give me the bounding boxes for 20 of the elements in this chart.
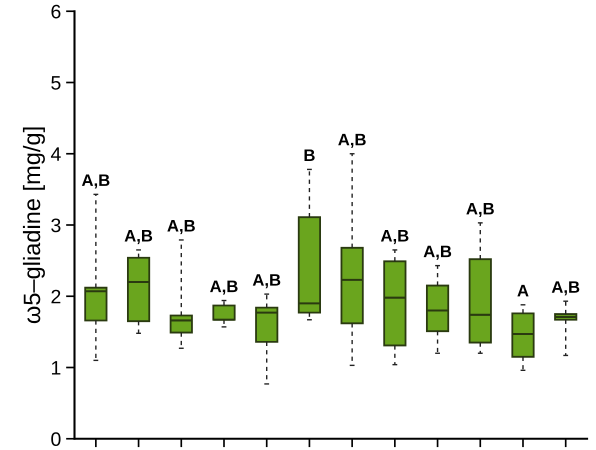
- y-tick-label: 5: [51, 76, 60, 90]
- y-tick-label: 3: [51, 218, 60, 232]
- annotation: A,B: [466, 202, 494, 217]
- annotation: A,B: [124, 230, 152, 244]
- y-tick-label: 0: [51, 432, 61, 446]
- annotation: A,B: [210, 280, 238, 295]
- annotation: A,B: [167, 220, 195, 234]
- annotation: A,B: [338, 134, 366, 148]
- annotation: B: [304, 150, 315, 161]
- y-tick-label: 1: [52, 361, 60, 375]
- annotation: A,B: [82, 174, 110, 188]
- annotation: A,B: [424, 246, 452, 260]
- annotation: A,B: [380, 230, 408, 244]
- annotation: A: [517, 284, 529, 296]
- y-tick-label: 4: [50, 147, 61, 161]
- y-tick-label: 6: [51, 4, 60, 18]
- y-axis-title: ω5–gliadine [mg/g]: [22, 128, 45, 324]
- annotation: A,B: [252, 274, 280, 288]
- annotation: A,B: [552, 281, 580, 296]
- y-tick-label: 2: [51, 290, 60, 304]
